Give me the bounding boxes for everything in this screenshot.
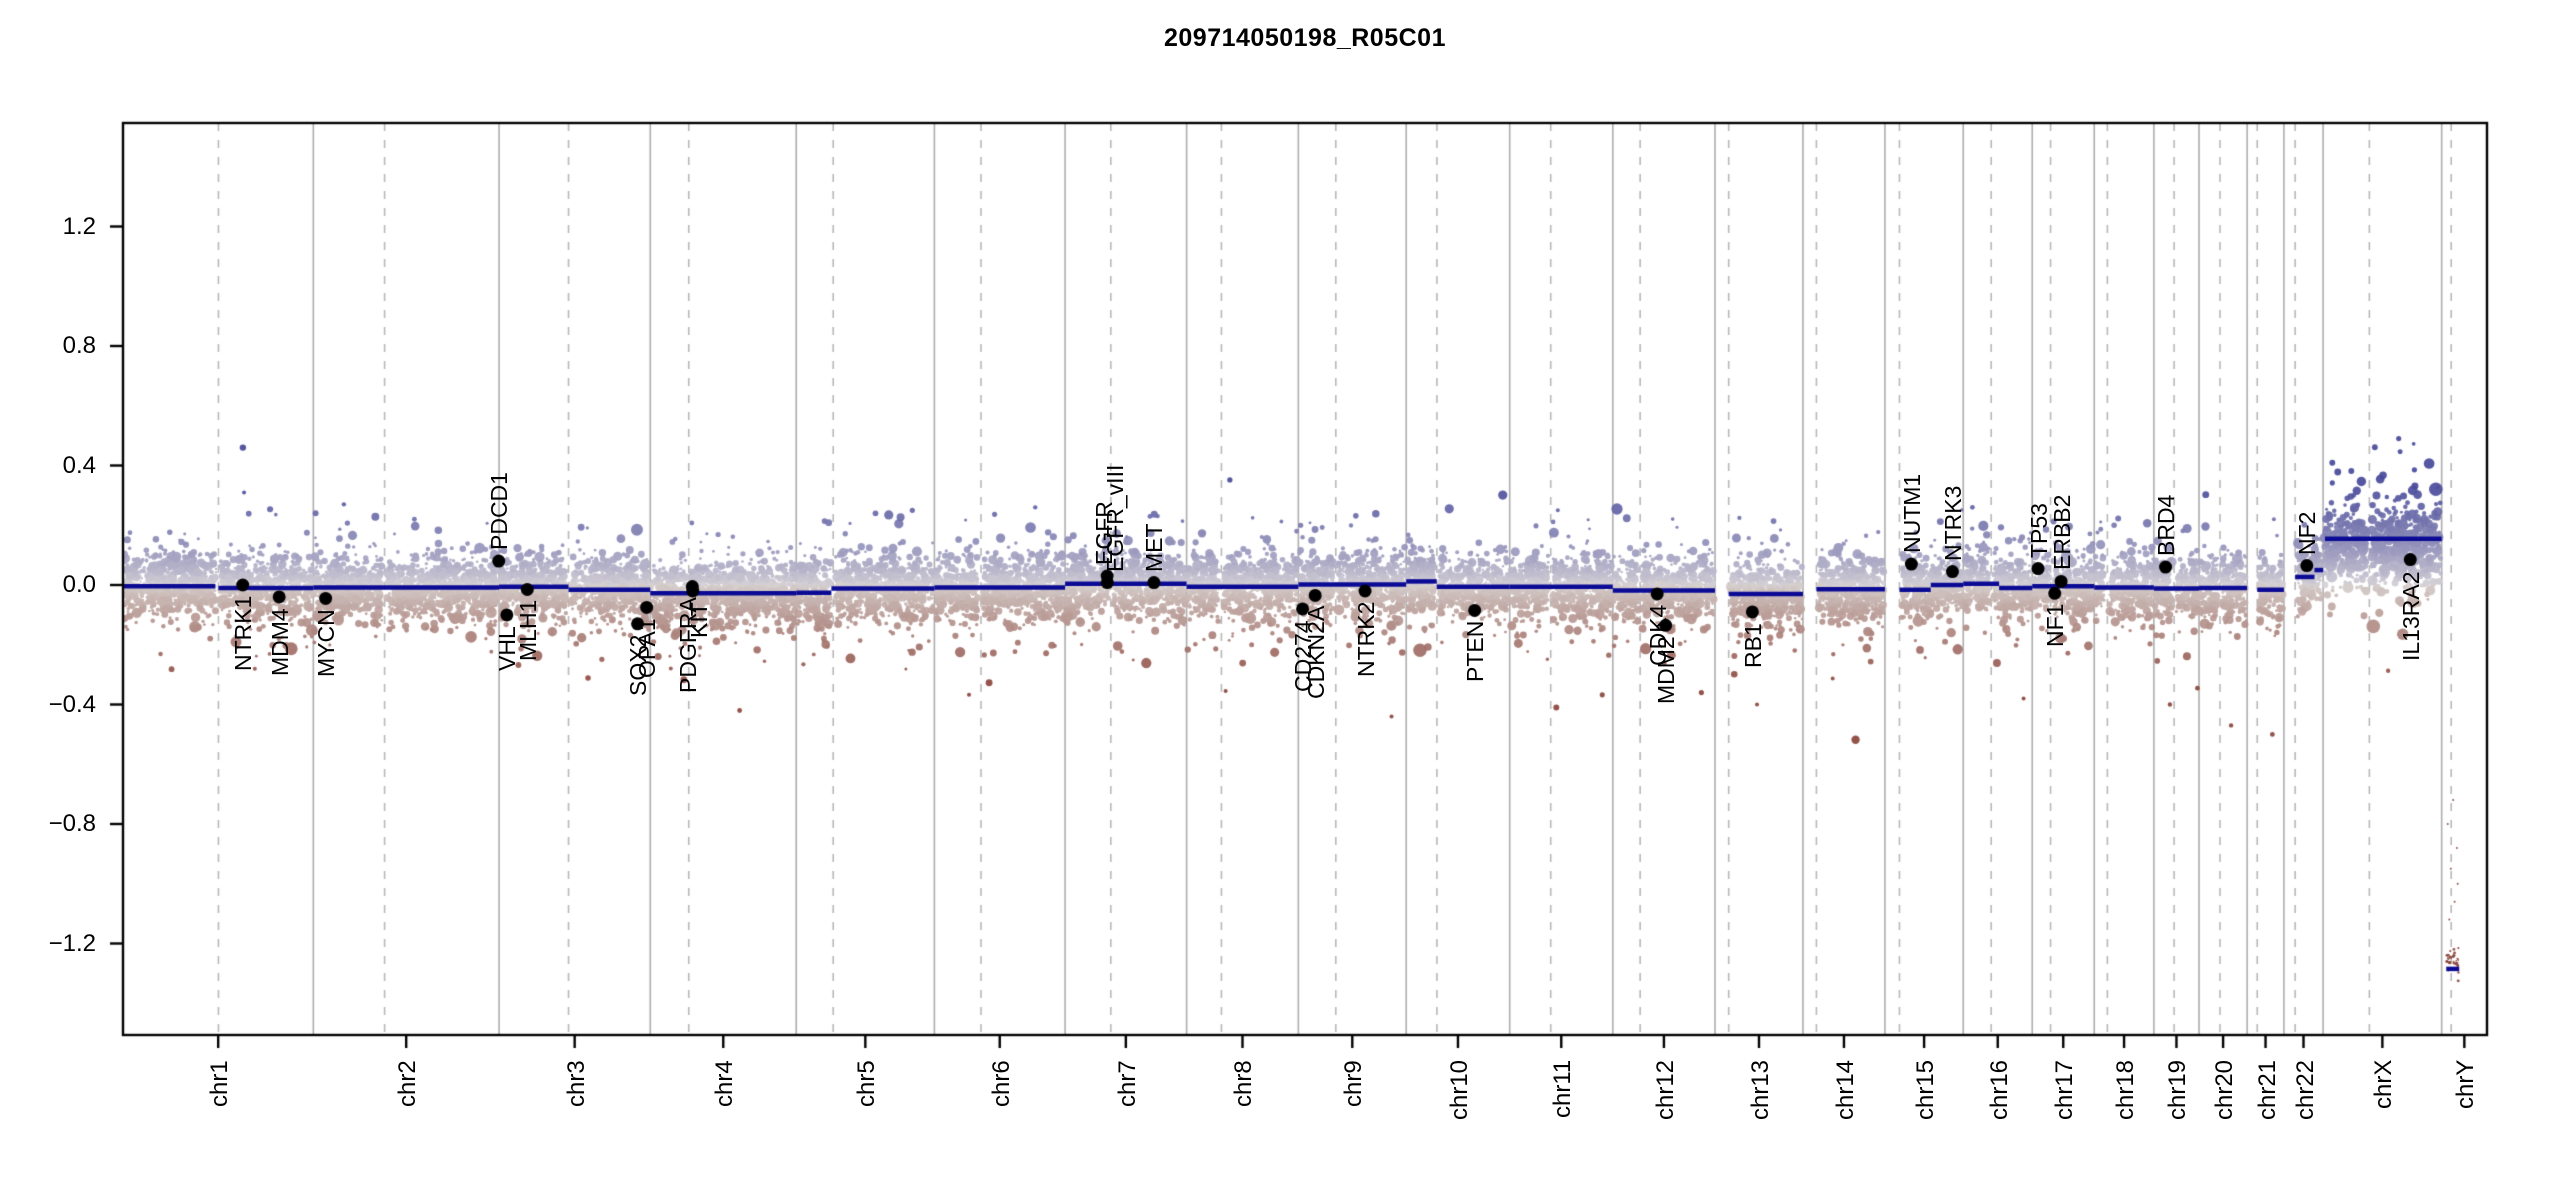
plot-title: 209714050198_R05C01 xyxy=(1164,24,1446,52)
x-tick-label-chr20: chr20 xyxy=(2211,1059,2239,1120)
x-tick-label-chr2: chr2 xyxy=(394,1060,422,1107)
x-tick-label-chr7: chr7 xyxy=(1113,1060,1141,1107)
gene-label-MYCN: MYCN xyxy=(313,609,340,678)
x-tick-label-chr3: chr3 xyxy=(562,1060,590,1107)
gene-label-TP53: TP53 xyxy=(2025,502,2052,558)
y-tick-label-0.8: 0.8 xyxy=(62,332,96,359)
gene-label-RB1: RB1 xyxy=(1739,623,1766,668)
x-tick-label-chr6: chr6 xyxy=(987,1060,1015,1107)
gene-label-MET: MET xyxy=(1141,523,1168,572)
gene-label-ERBB2: ERBB2 xyxy=(2048,494,2075,571)
x-tick-label-chr8: chr8 xyxy=(1230,1060,1258,1107)
y-tick-label-0.4: 0.4 xyxy=(62,451,96,479)
gene-label-NTRK3: NTRK3 xyxy=(1939,485,1966,561)
x-tick-label-chrY: chrY xyxy=(2452,1059,2480,1109)
x-tick-label-chr19: chr19 xyxy=(2164,1059,2192,1120)
x-tick-label-chr22: chr22 xyxy=(2291,1059,2319,1120)
gene-label-OPA1: OPA1 xyxy=(634,618,661,679)
gene-label-NUTM1: NUTM1 xyxy=(1898,473,1925,554)
y-tick-label-0.0: 0.0 xyxy=(62,571,96,598)
gene-label-PTEN: PTEN xyxy=(1462,621,1489,683)
x-tick-label-chr16: chr16 xyxy=(1985,1059,2013,1120)
gene-label-MDM2: MDM2 xyxy=(1653,636,1680,705)
x-tick-label-chr11: chr11 xyxy=(1549,1059,1577,1118)
x-tick-label-chrX: chrX xyxy=(2370,1059,2398,1109)
gene-label-EGFR_vIII: EGFR_vIII xyxy=(1101,464,1128,572)
x-tick-label-chr15: chr15 xyxy=(1912,1059,1940,1120)
gene-label-IL13RA2: IL13RA2 xyxy=(2397,571,2424,661)
y-tick-label-−1.2: −1.2 xyxy=(48,929,96,957)
gene-label-MLH1: MLH1 xyxy=(514,600,541,662)
gene-label-NF2: NF2 xyxy=(2294,511,2321,555)
gene-label-PDCD1: PDCD1 xyxy=(486,472,513,551)
y-tick-label-−0.4: −0.4 xyxy=(48,690,96,718)
gene-label-KIT: KIT xyxy=(686,602,713,638)
y-tick-label-1.2: 1.2 xyxy=(62,212,96,240)
gene-label-MDM4: MDM4 xyxy=(266,608,293,676)
x-tick-label-chr17: chr17 xyxy=(2051,1059,2079,1120)
gene-label-BRD4: BRD4 xyxy=(2153,494,2180,557)
x-tick-label-chr5: chr5 xyxy=(853,1060,881,1107)
x-tick-label-chr14: chr14 xyxy=(1831,1059,1859,1120)
x-tick-label-chr4: chr4 xyxy=(711,1060,739,1107)
x-tick-label-chr10: chr10 xyxy=(1445,1059,1473,1120)
x-tick-label-chr1: chr1 xyxy=(206,1060,234,1107)
y-tick-label-−0.8: −0.8 xyxy=(48,810,96,837)
x-tick-label-chr9: chr9 xyxy=(1340,1060,1368,1107)
gene-label-NTRK1: NTRK1 xyxy=(230,595,257,671)
x-tick-label-chr13: chr13 xyxy=(1746,1059,1774,1120)
x-tick-label-chr21: chr21 xyxy=(2253,1059,2281,1120)
gene-label-NF1: NF1 xyxy=(2042,603,2069,648)
gene-label-NTRK2: NTRK2 xyxy=(1352,601,1379,677)
gene-label-CDKN2A: CDKN2A xyxy=(1302,606,1329,700)
x-tick-label-chr18: chr18 xyxy=(2112,1059,2140,1120)
x-tick-label-chr12: chr12 xyxy=(1651,1059,1679,1120)
